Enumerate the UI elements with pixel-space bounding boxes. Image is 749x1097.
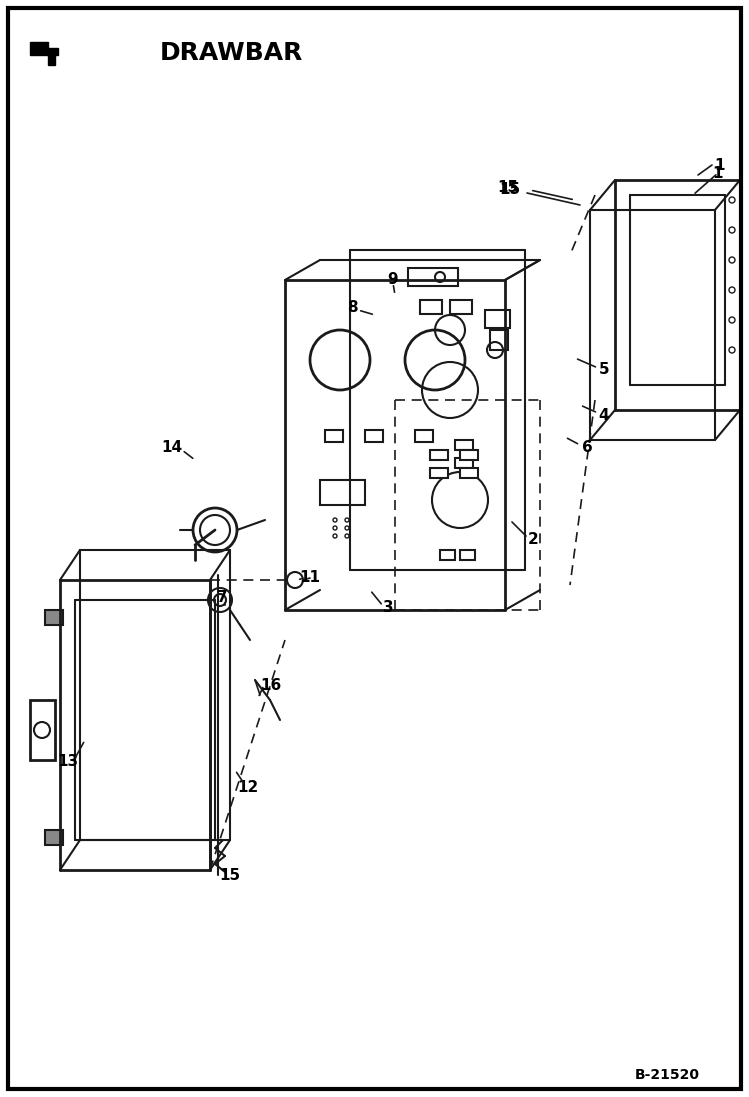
FancyBboxPatch shape [440, 550, 455, 559]
Text: 15: 15 [500, 182, 521, 197]
FancyBboxPatch shape [45, 830, 63, 845]
FancyBboxPatch shape [30, 700, 55, 760]
Text: 14: 14 [162, 440, 183, 454]
FancyBboxPatch shape [490, 330, 508, 350]
Text: 13: 13 [58, 755, 79, 769]
Text: 3: 3 [383, 600, 393, 615]
FancyBboxPatch shape [430, 468, 448, 478]
FancyBboxPatch shape [450, 299, 472, 314]
FancyBboxPatch shape [455, 459, 473, 468]
FancyBboxPatch shape [460, 550, 475, 559]
FancyBboxPatch shape [460, 468, 478, 478]
Text: 2: 2 [527, 532, 539, 547]
Text: 16: 16 [261, 678, 282, 692]
Text: 8: 8 [347, 299, 357, 315]
FancyBboxPatch shape [408, 268, 458, 286]
Text: B-21520: B-21520 [635, 1068, 700, 1082]
Text: 6: 6 [582, 440, 592, 454]
FancyBboxPatch shape [365, 430, 383, 442]
Text: 9: 9 [388, 272, 398, 287]
FancyBboxPatch shape [460, 450, 478, 460]
Text: 15: 15 [497, 181, 518, 195]
Text: 11: 11 [300, 570, 321, 586]
Text: 1: 1 [715, 158, 725, 172]
FancyBboxPatch shape [325, 430, 343, 442]
Polygon shape [30, 42, 58, 65]
Text: 4: 4 [598, 407, 610, 422]
Text: 1: 1 [713, 166, 724, 181]
FancyBboxPatch shape [430, 450, 448, 460]
Text: DRAWBAR: DRAWBAR [160, 41, 303, 65]
FancyBboxPatch shape [485, 310, 510, 328]
FancyBboxPatch shape [45, 610, 63, 625]
FancyBboxPatch shape [320, 480, 365, 505]
FancyBboxPatch shape [415, 430, 433, 442]
Text: 5: 5 [598, 362, 610, 377]
Text: 12: 12 [237, 780, 258, 794]
FancyBboxPatch shape [455, 440, 473, 450]
Text: 7: 7 [216, 589, 227, 604]
Text: 15: 15 [219, 868, 240, 882]
FancyBboxPatch shape [420, 299, 442, 314]
